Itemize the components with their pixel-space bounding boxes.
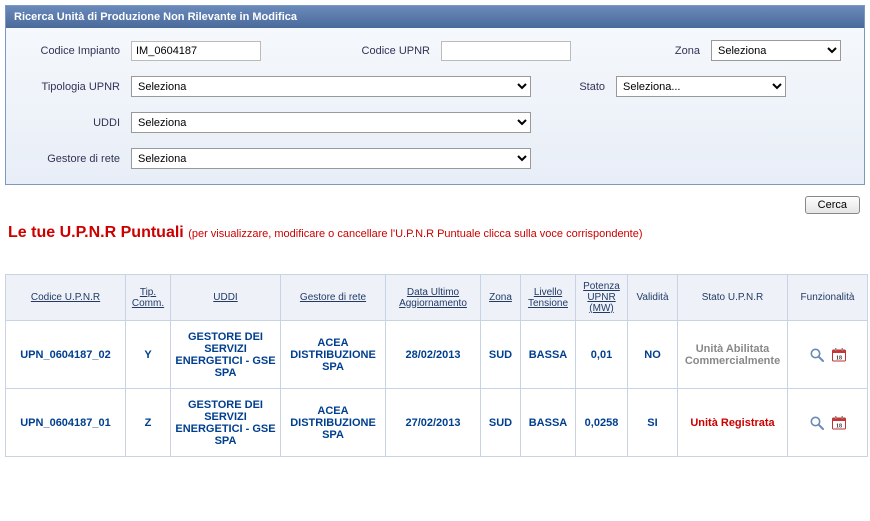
uddi-select[interactable]: Seleziona	[131, 112, 531, 133]
stato-select[interactable]: Seleziona...	[616, 76, 786, 97]
calendar-icon[interactable]: 18	[831, 347, 847, 363]
label-tipologia-upnr: Tipologia UPNR	[16, 81, 126, 93]
th-zona[interactable]: Zona	[481, 275, 521, 321]
cell-tensione: BASSA	[521, 389, 576, 457]
table-header-row: Codice U.P.N.R Tip. Comm. UDDI Gestore d…	[6, 275, 868, 321]
form-row-1: Codice Impianto Codice UPNR Zona Selezio…	[16, 40, 854, 61]
th-data[interactable]: Data Ultimo Aggiornamento	[386, 275, 481, 321]
table-row[interactable]: UPN_0604187_02YGESTORE DEI SERVIZI ENERG…	[6, 321, 868, 389]
section-title-text: Le tue U.P.N.R Puntuali	[8, 224, 184, 241]
label-codice-upnr: Codice UPNR	[346, 45, 436, 57]
cell-potenza: 0,01	[576, 321, 628, 389]
cell-gestore: ACEA DISTRIBUZIONE SPA	[281, 389, 386, 457]
cell-tip: Y	[126, 321, 171, 389]
form-row-4: Gestore di rete Seleziona	[16, 148, 854, 169]
panel-body: Codice Impianto Codice UPNR Zona Selezio…	[6, 28, 864, 184]
cerca-button[interactable]: Cerca	[805, 196, 860, 214]
cell-validita: SI	[628, 389, 678, 457]
label-stato: Stato	[571, 81, 611, 93]
cell-data: 27/02/2013	[386, 389, 481, 457]
form-row-2: Tipologia UPNR Seleziona Stato Seleziona…	[16, 76, 854, 97]
label-zona: Zona	[666, 45, 706, 57]
th-codice[interactable]: Codice U.P.N.R	[6, 275, 126, 321]
cell-potenza: 0,0258	[576, 389, 628, 457]
cell-zona: SUD	[481, 321, 521, 389]
cell-tensione: BASSA	[521, 321, 576, 389]
view-icon[interactable]	[809, 347, 825, 363]
th-gestore[interactable]: Gestore di rete	[281, 275, 386, 321]
cell-tip: Z	[126, 389, 171, 457]
search-panel: Ricerca Unità di Produzione Non Rilevant…	[5, 5, 865, 185]
cell-validita: NO	[628, 321, 678, 389]
search-button-row: Cerca	[0, 190, 870, 214]
table-row[interactable]: UPN_0604187_01ZGESTORE DEI SERVIZI ENERG…	[6, 389, 868, 457]
cell-data: 28/02/2013	[386, 321, 481, 389]
cell-uddi: GESTORE DEI SERVIZI ENERGETICI - GSE SPA	[171, 389, 281, 457]
svg-text:18: 18	[836, 423, 842, 429]
cell-funz: 18	[788, 389, 868, 457]
results-table: Codice U.P.N.R Tip. Comm. UDDI Gestore d…	[5, 274, 868, 457]
cell-codice[interactable]: UPN_0604187_01	[6, 389, 126, 457]
view-icon[interactable]	[809, 415, 825, 431]
th-funz: Funzionalità	[788, 275, 868, 321]
cell-codice[interactable]: UPN_0604187_02	[6, 321, 126, 389]
cell-stato: Unità Registrata	[678, 389, 788, 457]
label-codice-impianto: Codice Impianto	[16, 45, 126, 57]
cell-uddi: GESTORE DEI SERVIZI ENERGETICI - GSE SPA	[171, 321, 281, 389]
gestore-rete-select[interactable]: Seleziona	[131, 148, 531, 169]
tipologia-upnr-select[interactable]: Seleziona	[131, 76, 531, 97]
section-title: Le tue U.P.N.R Puntuali (per visualizzar…	[0, 214, 870, 246]
th-tensione[interactable]: Livello Tensione	[521, 275, 576, 321]
cell-stato: Unità Abilitata Commercialmente	[678, 321, 788, 389]
th-uddi[interactable]: UDDI	[171, 275, 281, 321]
panel-title: Ricerca Unità di Produzione Non Rilevant…	[6, 6, 864, 28]
th-validita: Validità	[628, 275, 678, 321]
calendar-icon[interactable]: 18	[831, 415, 847, 431]
codice-impianto-input[interactable]	[131, 41, 261, 61]
cell-funz: 18	[788, 321, 868, 389]
section-subtitle: (per visualizzare, modificare o cancella…	[188, 228, 642, 240]
label-gestore-rete: Gestore di rete	[16, 153, 126, 165]
th-tip[interactable]: Tip. Comm.	[126, 275, 171, 321]
cell-gestore: ACEA DISTRIBUZIONE SPA	[281, 321, 386, 389]
zona-select[interactable]: Seleziona	[711, 40, 841, 61]
label-uddi: UDDI	[16, 117, 126, 129]
svg-text:18: 18	[836, 355, 842, 361]
form-row-3: UDDI Seleziona	[16, 112, 854, 133]
th-potenza[interactable]: Potenza UPNR (MW)	[576, 275, 628, 321]
codice-upnr-input[interactable]	[441, 41, 571, 61]
cell-zona: SUD	[481, 389, 521, 457]
th-stato: Stato U.P.N.R	[678, 275, 788, 321]
